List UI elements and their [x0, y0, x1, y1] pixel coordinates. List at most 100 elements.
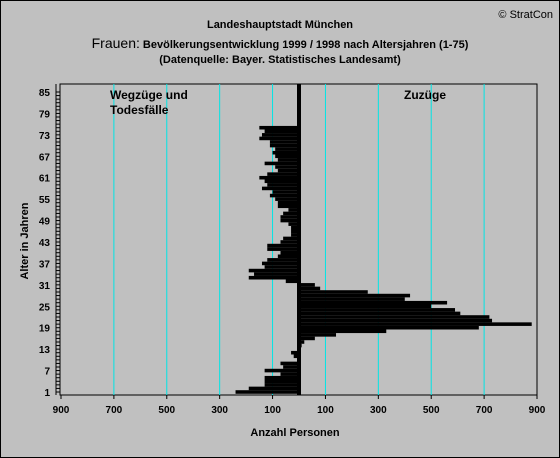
bar-age-32 — [285, 279, 299, 284]
bar-age-51 — [283, 211, 299, 216]
bar-age-73 — [261, 133, 299, 137]
bar-age-52 — [288, 208, 299, 212]
chart-title-line2: Frauen: Bevölkerungsentwicklung 1999 / 1… — [92, 35, 469, 51]
y-tick-label: 55 — [39, 195, 51, 206]
y-tick-label: 73 — [39, 131, 51, 142]
bar-age-1 — [235, 390, 299, 394]
bar-age-21 — [299, 318, 493, 323]
bar-age-26 — [299, 300, 448, 305]
x-tick-label: 300 — [211, 405, 228, 416]
bar-age-58 — [261, 186, 299, 191]
bar-age-61 — [259, 175, 299, 180]
bar-age-3 — [264, 383, 299, 387]
bars — [235, 125, 532, 394]
y-tick-label: 1 — [44, 388, 50, 399]
bar-age-66 — [277, 158, 299, 162]
y-axis-label: Alter in Jahren — [19, 202, 31, 279]
y-axis: 1 7 13 19 25 31 37 43 49 55 61 67 73 79 85 — [39, 84, 60, 399]
bar-age-11 — [293, 354, 299, 359]
bar-age-4 — [264, 379, 299, 384]
bar-age-50 — [280, 215, 299, 219]
bar-age-38 — [267, 258, 299, 262]
bar-age-54 — [277, 200, 299, 205]
bar-age-57 — [272, 190, 299, 194]
bar-age-17 — [299, 333, 337, 337]
bar-age-7 — [264, 368, 299, 373]
bar-age-33 — [248, 275, 299, 280]
bar-age-74 — [264, 129, 299, 134]
x-tick-label: 300 — [370, 405, 387, 416]
bar-age-37 — [261, 261, 299, 266]
bar-age-6 — [280, 372, 299, 376]
chart-title-subject: Bevölkerungsentwicklung 1999 / 1998 nach… — [140, 39, 469, 51]
bar-age-2 — [248, 386, 299, 391]
bar-age-9 — [280, 361, 299, 366]
bar-age-68 — [272, 150, 299, 155]
bar-age-44 — [283, 236, 299, 241]
x-tick-label: 900 — [53, 405, 70, 416]
bar-age-64 — [275, 165, 299, 169]
bar-age-72 — [259, 136, 299, 141]
bar-age-18 — [299, 329, 387, 334]
bar-age-60 — [264, 179, 299, 184]
bar-age-45 — [291, 233, 299, 237]
copyright-label: © StratCon — [498, 9, 553, 21]
bar-age-43 — [280, 240, 299, 244]
bar-age-36 — [264, 265, 299, 269]
x-tick-label: 900 — [529, 405, 546, 416]
bar-age-65 — [264, 161, 299, 166]
bar-age-41 — [267, 247, 299, 251]
annotation-outflow-line1: Wegzüge und — [110, 88, 188, 102]
x-tick-label: 500 — [158, 405, 175, 416]
x-tick-label: 100 — [317, 405, 334, 416]
x-axis-label: Anzahl Personen — [250, 427, 340, 439]
bar-age-8 — [283, 365, 299, 369]
bar-age-63 — [277, 168, 299, 173]
bar-age-62 — [267, 172, 299, 176]
y-tick-label: 7 — [44, 367, 50, 378]
x-tick-label: 100 — [264, 405, 281, 416]
y-tick-label: 67 — [39, 152, 51, 163]
y-tick-label: 79 — [39, 109, 51, 120]
y-tick-label: 13 — [39, 345, 51, 356]
bar-age-23 — [299, 311, 461, 316]
bar-age-42 — [267, 243, 299, 248]
chart-title-line3: (Datenquelle: Bayer. Statistisches Lande… — [159, 54, 401, 66]
bar-age-46 — [291, 229, 299, 234]
x-tick-label: 700 — [106, 405, 123, 416]
bar-age-30 — [299, 286, 321, 291]
bar-age-40 — [280, 250, 299, 255]
x-tick-label: 700 — [476, 405, 493, 416]
chart-title-prefix: Frauen: — [92, 35, 140, 51]
bar-age-29 — [299, 290, 368, 294]
bar-age-16 — [299, 336, 315, 341]
bar-age-22 — [299, 315, 490, 319]
bar-age-59 — [267, 183, 299, 187]
y-tick-label: 49 — [39, 217, 51, 228]
bar-age-49 — [280, 218, 299, 223]
bar-age-34 — [254, 272, 299, 276]
y-tick-label: 31 — [39, 281, 51, 292]
annotation-inflow: Zuzüge — [404, 88, 446, 102]
bar-age-15 — [299, 340, 305, 344]
bar-age-47 — [291, 225, 299, 230]
x-tick-label: 500 — [423, 405, 440, 416]
bar-age-53 — [277, 204, 299, 209]
bar-age-12 — [291, 350, 299, 355]
y-tick-label: 25 — [39, 302, 51, 313]
x-axis: 900 700 500 300 100 100 300 500 700 900 — [53, 395, 546, 416]
bar-age-75 — [259, 125, 299, 130]
bar-age-5 — [264, 375, 299, 380]
bar-age-69 — [275, 147, 299, 151]
bar-age-31 — [299, 283, 315, 287]
bar-age-25 — [299, 304, 432, 309]
annotation-outflow-line2: Todesfälle — [110, 103, 169, 117]
y-tick-label: 85 — [39, 88, 51, 99]
y-tick-label: 19 — [39, 324, 51, 335]
y-tick-label: 61 — [39, 174, 51, 185]
bar-age-20 — [299, 322, 532, 326]
y-tick-label: 37 — [39, 259, 51, 270]
bar-age-70 — [269, 143, 299, 148]
